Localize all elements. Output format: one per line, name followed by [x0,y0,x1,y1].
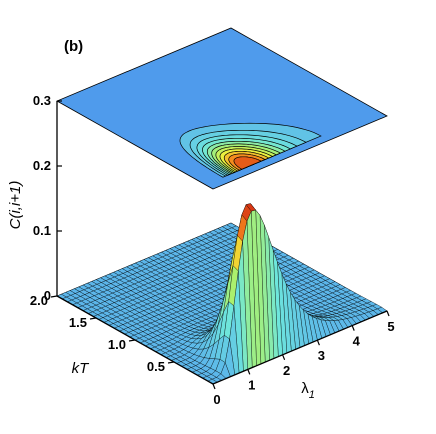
y-tick-mark [50,295,58,298]
x-ticks-group: 0 1 2 3 4 5 [212,310,395,407]
x-axis-title-main: λ [301,380,309,397]
x-tick-label: 1 [248,377,255,392]
surface-group [56,203,388,385]
x-tick-label: 0 [213,392,220,407]
y-tick-mark [89,317,97,320]
contour-plane [56,27,388,190]
y-tick-mark [167,361,175,364]
x-tick-mark [282,354,286,361]
x-tick-mark [316,339,320,346]
z-tick-label: 0.3 [33,93,51,108]
contour-band [233,156,262,170]
z-tick-label: 0 [44,288,51,303]
y-tick-mark [128,339,136,342]
contour-plane-group [56,27,388,190]
contours-group [179,122,322,178]
y-tick-label: 2.0 [30,293,48,308]
y-tick-label: 0.5 [147,359,165,374]
y-tick-label: 1.5 [69,315,87,330]
x-tick-label: 5 [387,319,394,334]
x-axis-title-sub: 1 [309,389,315,401]
z-ticks-group: 0 0.1 0.2 0.3 [33,93,62,303]
x-tick-label: 3 [318,348,325,363]
y-tick-label: 1.0 [108,337,126,352]
y-axis-title: kT [72,360,91,377]
z-tick-label: 0.1 [33,223,51,238]
x-tick-label: 4 [353,334,361,349]
x-tick-mark [247,369,251,375]
x-axis-line [212,310,388,385]
z-tick-label: 0.2 [33,158,51,173]
z-axis-title: C(i,i+1) [7,181,24,230]
x-axis-title: λ1 [301,380,315,401]
y-ticks-group: 0.5 1.0 1.5 2.0 [30,293,175,374]
panel-label: (b) [64,38,83,55]
x-tick-mark [351,325,355,331]
x-tick-mark [212,383,216,390]
x-tick-mark [386,310,390,317]
x-tick-label: 2 [283,363,290,378]
